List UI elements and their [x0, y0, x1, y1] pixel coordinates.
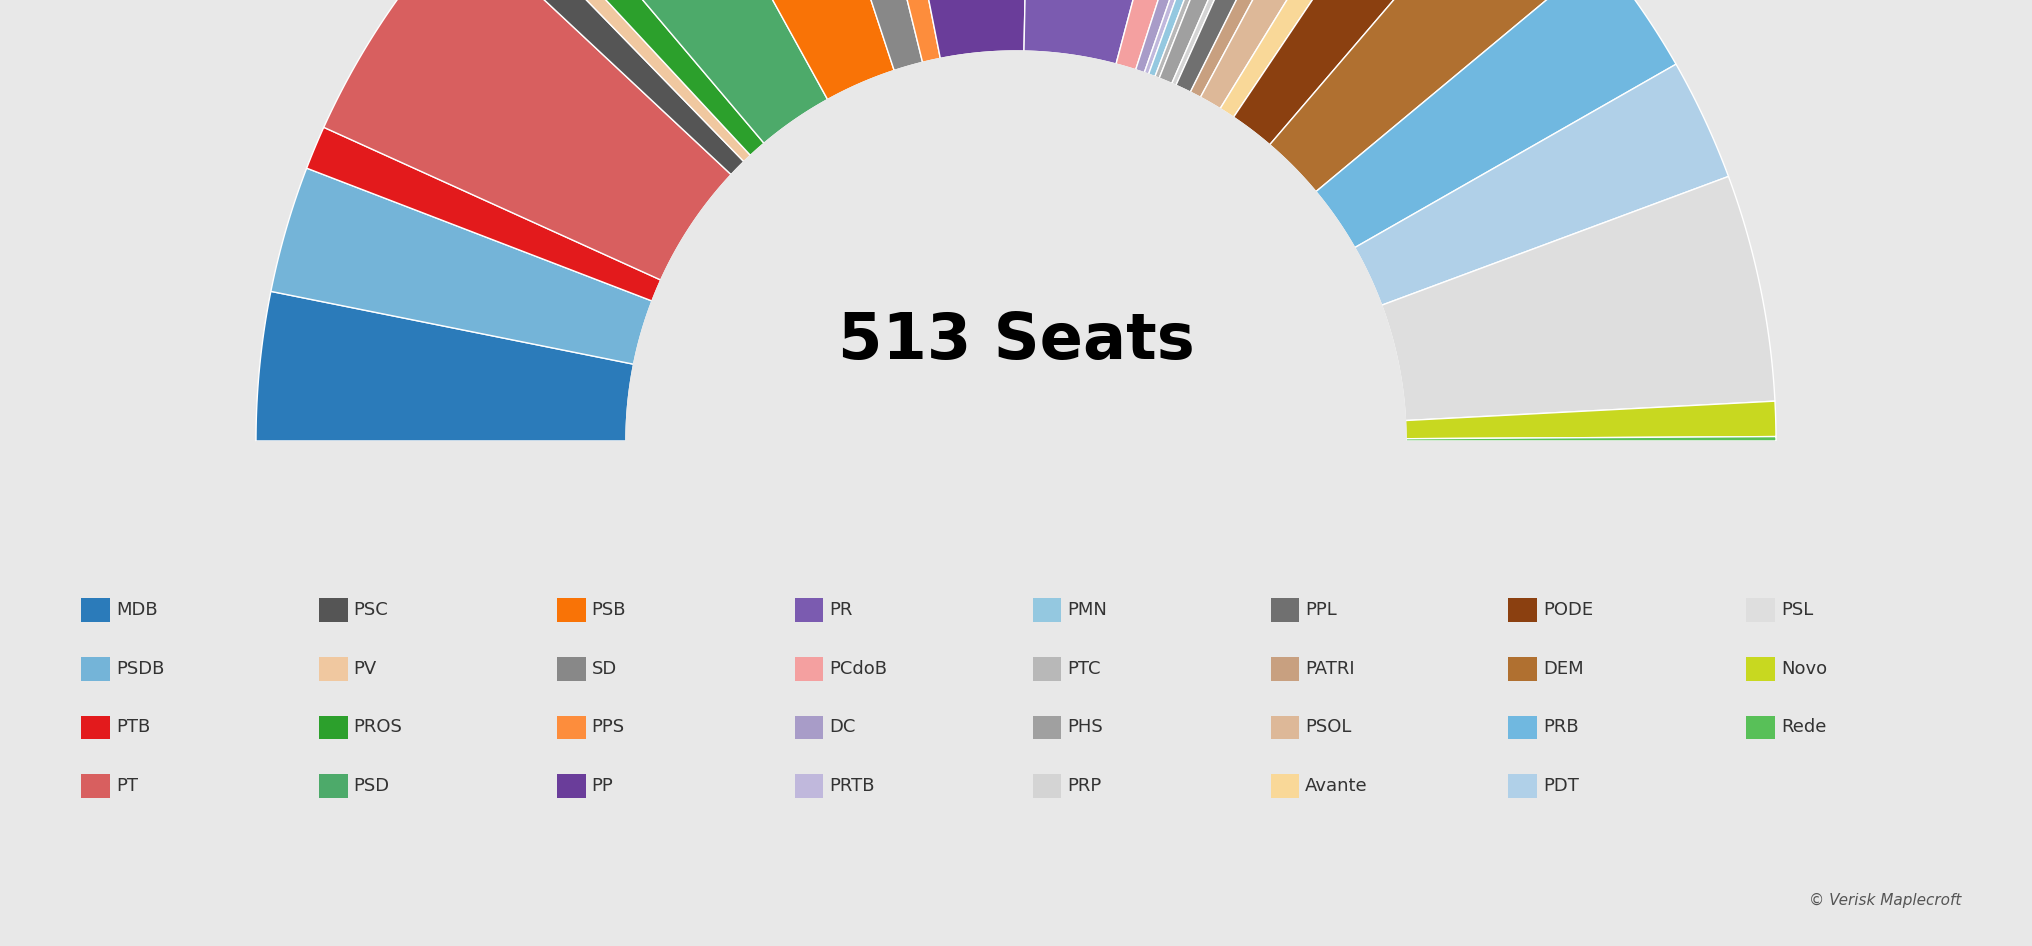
Bar [319, 715, 347, 740]
Text: PSL: PSL [1780, 601, 1813, 620]
Polygon shape [1170, 0, 1327, 85]
Text: 513 Seats: 513 Seats [837, 310, 1193, 372]
Text: Avante: Avante [1305, 777, 1368, 796]
Text: PSC: PSC [354, 601, 388, 620]
Text: Novo: Novo [1780, 659, 1827, 678]
Polygon shape [1154, 0, 1294, 79]
Bar [319, 657, 347, 681]
Bar [1745, 715, 1774, 740]
Text: PTC: PTC [1067, 659, 1099, 678]
Bar [319, 774, 347, 798]
Bar [1032, 774, 1061, 798]
Polygon shape [1315, 0, 1674, 248]
Polygon shape [1219, 0, 1439, 117]
Text: PP: PP [591, 777, 614, 796]
Text: MDB: MDB [116, 601, 156, 620]
Bar [1032, 599, 1061, 622]
Text: PSB: PSB [591, 601, 626, 620]
Polygon shape [1024, 0, 1211, 64]
Polygon shape [256, 0, 1776, 441]
Polygon shape [307, 128, 660, 301]
Text: PCdoB: PCdoB [829, 659, 886, 678]
Bar [795, 774, 823, 798]
Polygon shape [524, 0, 827, 143]
Polygon shape [1136, 0, 1266, 73]
Text: PR: PR [829, 601, 851, 620]
Text: Rede: Rede [1780, 718, 1825, 737]
Text: DEM: DEM [1542, 659, 1583, 678]
Bar [1032, 657, 1061, 681]
Text: PHS: PHS [1067, 718, 1103, 737]
Text: PT: PT [116, 777, 138, 796]
Text: PV: PV [354, 659, 376, 678]
Polygon shape [323, 0, 732, 280]
Bar [1270, 599, 1298, 622]
Polygon shape [1199, 0, 1412, 109]
Bar [1270, 774, 1298, 798]
Polygon shape [833, 0, 941, 62]
Polygon shape [1404, 401, 1776, 439]
Bar [81, 774, 110, 798]
Text: © Verisk Maplecroft: © Verisk Maplecroft [1808, 893, 1961, 908]
Polygon shape [778, 0, 923, 71]
Bar [1508, 774, 1536, 798]
Text: DC: DC [829, 718, 855, 737]
Polygon shape [1144, 0, 1274, 74]
Bar [1270, 657, 1298, 681]
Text: PSD: PSD [354, 777, 390, 796]
Polygon shape [1382, 177, 1774, 421]
Bar [1508, 715, 1536, 740]
Text: PPS: PPS [591, 718, 624, 737]
Text: PATRI: PATRI [1305, 659, 1353, 678]
Bar [1508, 657, 1536, 681]
Bar [81, 715, 110, 740]
Bar [795, 657, 823, 681]
Polygon shape [498, 0, 764, 155]
Bar [795, 599, 823, 622]
Text: PRP: PRP [1067, 777, 1101, 796]
Text: PDT: PDT [1542, 777, 1579, 796]
Bar [81, 599, 110, 622]
Text: PPL: PPL [1305, 601, 1337, 620]
Polygon shape [1353, 64, 1727, 306]
Text: PMN: PMN [1067, 601, 1107, 620]
Polygon shape [1233, 0, 1510, 145]
Polygon shape [1148, 0, 1286, 77]
Text: PRTB: PRTB [829, 777, 874, 796]
Bar [557, 657, 585, 681]
Polygon shape [1406, 436, 1776, 441]
Text: PSDB: PSDB [116, 659, 165, 678]
Polygon shape [461, 0, 744, 175]
Text: PODE: PODE [1542, 601, 1593, 620]
Text: PSOL: PSOL [1305, 718, 1351, 737]
Polygon shape [1189, 0, 1376, 97]
Bar [1508, 599, 1536, 622]
Text: PROS: PROS [354, 718, 402, 737]
Polygon shape [868, 0, 1030, 59]
Bar [1745, 599, 1774, 622]
Bar [557, 599, 585, 622]
Polygon shape [648, 0, 894, 99]
Polygon shape [256, 441, 1776, 946]
Bar [1270, 715, 1298, 740]
Polygon shape [256, 291, 634, 441]
Bar [1745, 657, 1774, 681]
Bar [81, 657, 110, 681]
Text: PTB: PTB [116, 718, 150, 737]
Text: SD: SD [591, 659, 616, 678]
Bar [557, 715, 585, 740]
Bar [557, 774, 585, 798]
Polygon shape [270, 168, 652, 364]
Bar [1032, 715, 1061, 740]
Polygon shape [1270, 0, 1599, 192]
Text: PRB: PRB [1542, 718, 1577, 737]
Polygon shape [1116, 0, 1248, 70]
Polygon shape [1158, 0, 1319, 83]
Polygon shape [1174, 0, 1355, 92]
Polygon shape [626, 51, 1406, 441]
Bar [795, 715, 823, 740]
Bar [319, 599, 347, 622]
Polygon shape [486, 0, 750, 162]
